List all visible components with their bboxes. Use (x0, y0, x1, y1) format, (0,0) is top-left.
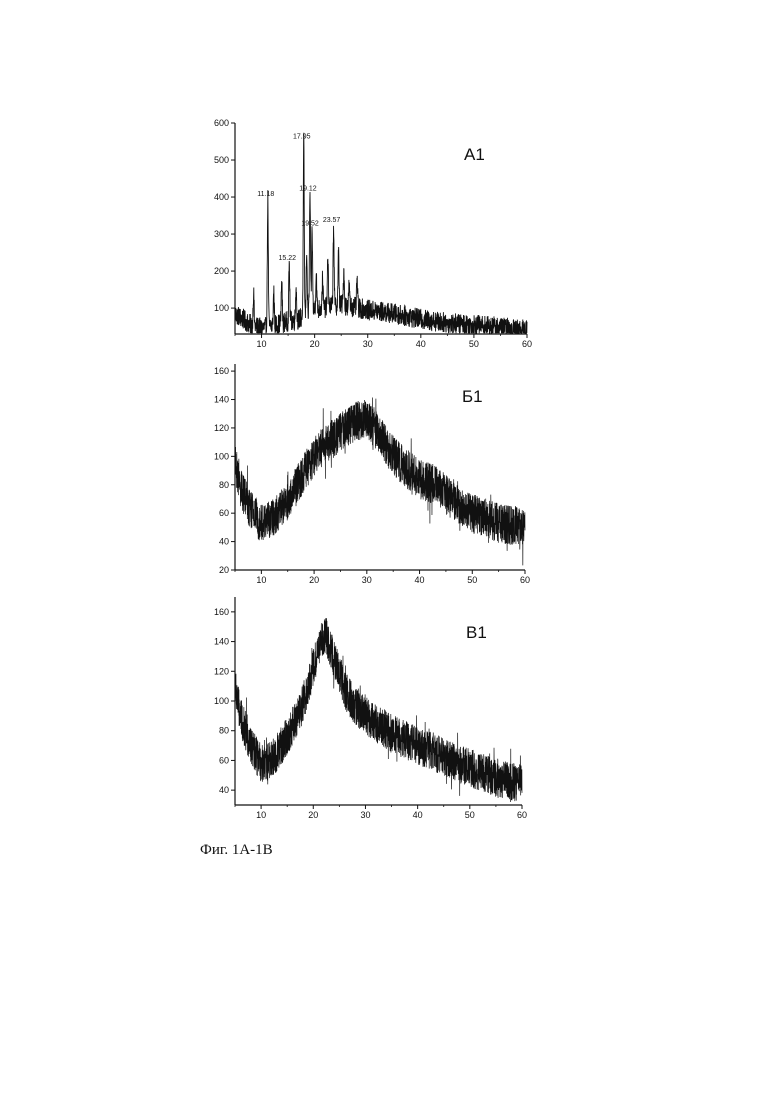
y-tick-label: 40 (219, 785, 229, 795)
y-tick-label: 140 (214, 395, 229, 405)
y-tick-label: 160 (214, 366, 229, 376)
chart-panel-1: 10 20 30 40 50 60 100 200 300 400 500 600 11.18 15.22… (214, 118, 532, 349)
x-tick-label: 20 (310, 339, 320, 349)
y-tick-label: 100 (214, 696, 229, 706)
y-tick-label: 100 (214, 451, 229, 461)
x-tick-label: 60 (522, 339, 532, 349)
peak-label: 17.95 (293, 134, 311, 141)
x-tick-label: 50 (469, 339, 479, 349)
y-tick-label: 500 (214, 155, 229, 165)
x-tick-label: 20 (309, 575, 319, 585)
chart-panel-2: 10 20 30 40 50 60 20 40 60 80 100 120 140 160 Б1 (214, 364, 530, 585)
y-tick-label: 60 (219, 755, 229, 765)
x-tick-label: 50 (467, 575, 477, 585)
data-series-line (235, 618, 522, 802)
y-tick-label: 400 (214, 192, 229, 202)
x-tick-label: 10 (256, 810, 266, 820)
y-tick-label: 200 (214, 266, 229, 276)
y-tick-label: 20 (219, 565, 229, 575)
data-series-line (235, 398, 525, 566)
x-tick-label: 40 (413, 810, 423, 820)
peak-label: 19.12 (299, 185, 317, 192)
peak-label: 11.18 (257, 191, 274, 198)
y-tick-label: 100 (214, 303, 229, 313)
x-tick-label: 10 (257, 339, 267, 349)
x-tick-label: 10 (256, 575, 266, 585)
y-tick-label: 160 (214, 607, 229, 617)
y-tick-label: 80 (219, 726, 229, 736)
y-tick-label: 80 (219, 480, 229, 490)
chart-panel-3: 10 20 30 40 50 60 40 60 80 100 120 140 160 В1 (214, 597, 527, 820)
x-tick-label: 30 (360, 810, 370, 820)
x-tick-label: 50 (465, 810, 475, 820)
x-tick-label: 60 (520, 575, 530, 585)
y-tick-label: 300 (214, 229, 229, 239)
panel-label: Б1 (462, 387, 483, 406)
x-tick-label: 40 (415, 575, 425, 585)
peak-label: 23.57 (323, 217, 341, 224)
peak-label: 15.22 (278, 255, 296, 262)
y-tick-label: 140 (214, 637, 229, 647)
peak-label: 19.52 (301, 221, 319, 228)
y-tick-label: 600 (214, 118, 229, 128)
x-tick-label: 30 (363, 339, 373, 349)
panel-label: В1 (466, 623, 487, 642)
y-tick-label: 120 (214, 423, 229, 433)
figure-caption: Фиг. 1А-1В (200, 842, 273, 859)
panel-label: А1 (464, 145, 485, 164)
x-tick-label: 40 (416, 339, 426, 349)
y-tick-label: 40 (219, 537, 229, 547)
x-tick-label: 20 (308, 810, 318, 820)
x-tick-label: 60 (517, 810, 527, 820)
y-tick-label: 120 (214, 666, 229, 676)
y-tick-label: 60 (219, 508, 229, 518)
x-tick-label: 30 (362, 575, 372, 585)
